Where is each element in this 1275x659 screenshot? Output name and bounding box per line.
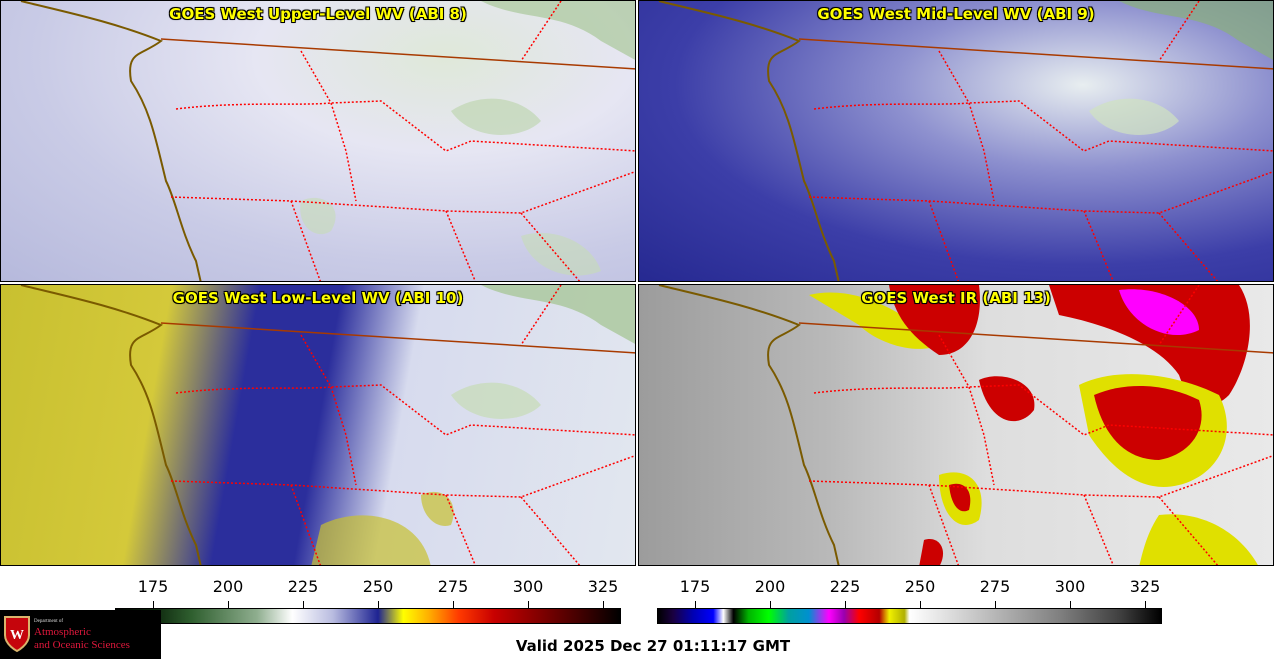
wv-mid-panel: GOES West Mid-Level WV (ABI 9) [638, 0, 1274, 282]
logo-dept-text: Department of [34, 619, 64, 624]
wv-colorbar: 175 200 225 250 275 300 325 [115, 577, 621, 627]
tick-label: 275 [437, 577, 469, 596]
panel-title: GOES West Upper-Level WV (ABI 8) [169, 5, 467, 23]
tick-mark [528, 601, 529, 609]
map-overlay [20, 285, 635, 565]
aos-logo: W Department of Atmospheric and Oceanic … [0, 610, 161, 659]
tick-mark [378, 601, 379, 609]
tick-mark [228, 601, 229, 609]
colorbar-ticks: 175 200 225 250 275 300 325 [115, 577, 621, 609]
colorbar-strip [115, 608, 621, 624]
wv-upper-panel: GOES West Upper-Level WV (ABI 8) [0, 0, 636, 282]
tick-label: 250 [362, 577, 394, 596]
tick-label: 200 [754, 577, 786, 596]
tick-mark [303, 601, 304, 609]
tick-label: 325 [587, 577, 619, 596]
ir-colorbar: 175 200 225 250 275 300 325 [657, 577, 1162, 627]
logo-line-1: Atmospheric [34, 626, 91, 638]
colorbar-strip [657, 608, 1162, 624]
tick-mark [995, 601, 996, 609]
tick-label: 225 [287, 577, 319, 596]
panel-title: GOES West IR (ABI 13) [861, 289, 1051, 307]
tick-label: 225 [829, 577, 861, 596]
tick-mark [845, 601, 846, 609]
tick-label: 275 [979, 577, 1011, 596]
tick-label: 300 [1054, 577, 1086, 596]
tick-mark [770, 601, 771, 609]
tick-mark [1145, 601, 1146, 609]
tick-label: 175 [137, 577, 169, 596]
tick-label: 250 [904, 577, 936, 596]
wv-low-panel: GOES West Low-Level WV (ABI 10) [0, 284, 636, 566]
valid-time: Valid 2025 Dec 27 01:11:17 GMT [515, 637, 791, 655]
map-overlay [658, 1, 1273, 281]
tick-mark [920, 601, 921, 609]
svg-text:W: W [10, 628, 24, 643]
map-overlay [20, 1, 635, 281]
uw-crest-icon: W [4, 616, 30, 653]
tick-mark [603, 601, 604, 609]
tick-label: 175 [679, 577, 711, 596]
tick-label: 325 [1129, 577, 1161, 596]
tick-label: 300 [512, 577, 544, 596]
tick-mark [153, 601, 154, 609]
panel-title: GOES West Low-Level WV (ABI 10) [172, 289, 464, 307]
tick-mark [695, 601, 696, 609]
ir-panel: GOES West IR (ABI 13) [638, 284, 1274, 566]
tick-label: 200 [212, 577, 244, 596]
tick-mark [453, 601, 454, 609]
colorbar-ticks: 175 200 225 250 275 300 325 [657, 577, 1162, 609]
map-overlay [658, 285, 1273, 565]
panel-title: GOES West Mid-Level WV (ABI 9) [817, 5, 1095, 23]
logo-line-2: and Oceanic Sciences [34, 639, 130, 651]
tick-mark [1070, 601, 1071, 609]
